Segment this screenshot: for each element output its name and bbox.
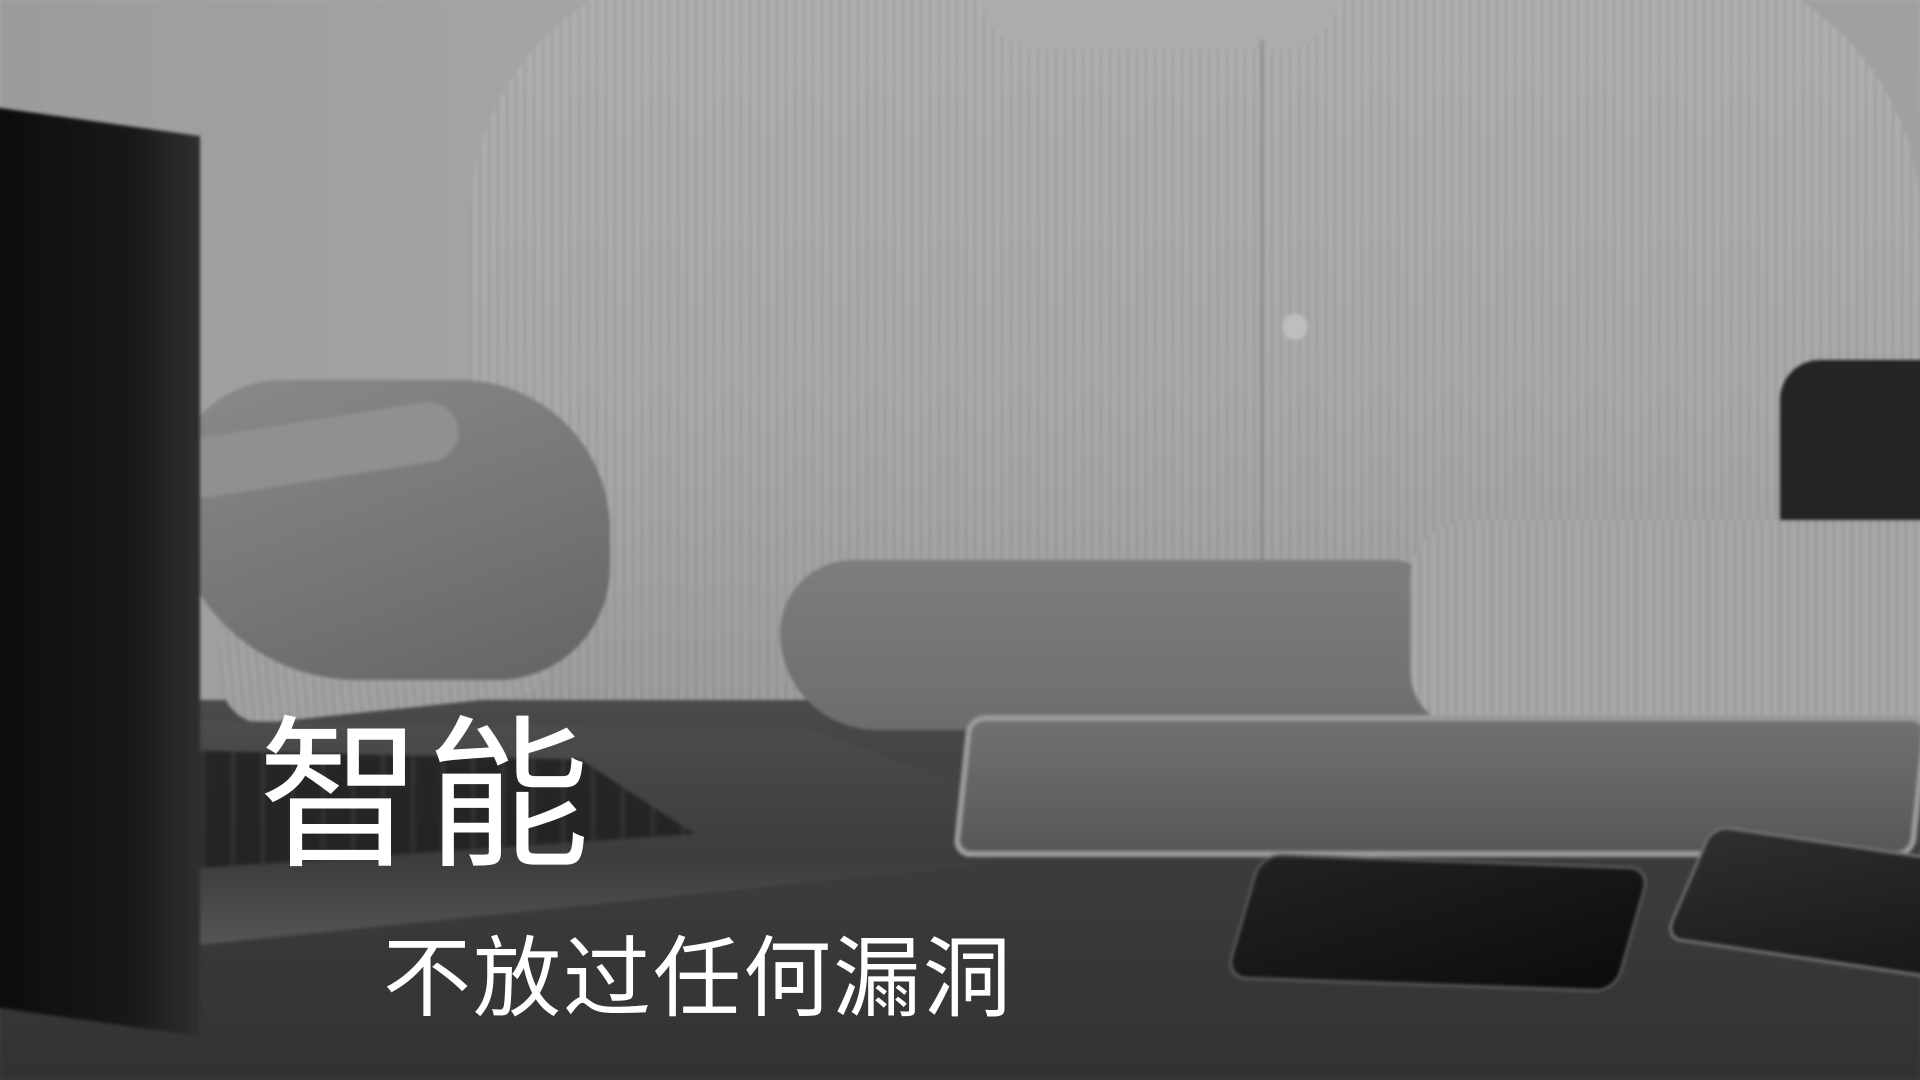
slide-subtitle: 不放过任何漏洞 bbox=[383, 927, 1014, 1030]
resting-hand bbox=[780, 560, 1440, 730]
shirt-collar bbox=[980, 0, 1340, 50]
shirt-placket bbox=[1260, 40, 1264, 680]
chair-back bbox=[1780, 360, 1920, 520]
right-cuff bbox=[1410, 520, 1920, 730]
shirt-button bbox=[1282, 314, 1308, 340]
slide-title: 智能 bbox=[258, 701, 595, 892]
